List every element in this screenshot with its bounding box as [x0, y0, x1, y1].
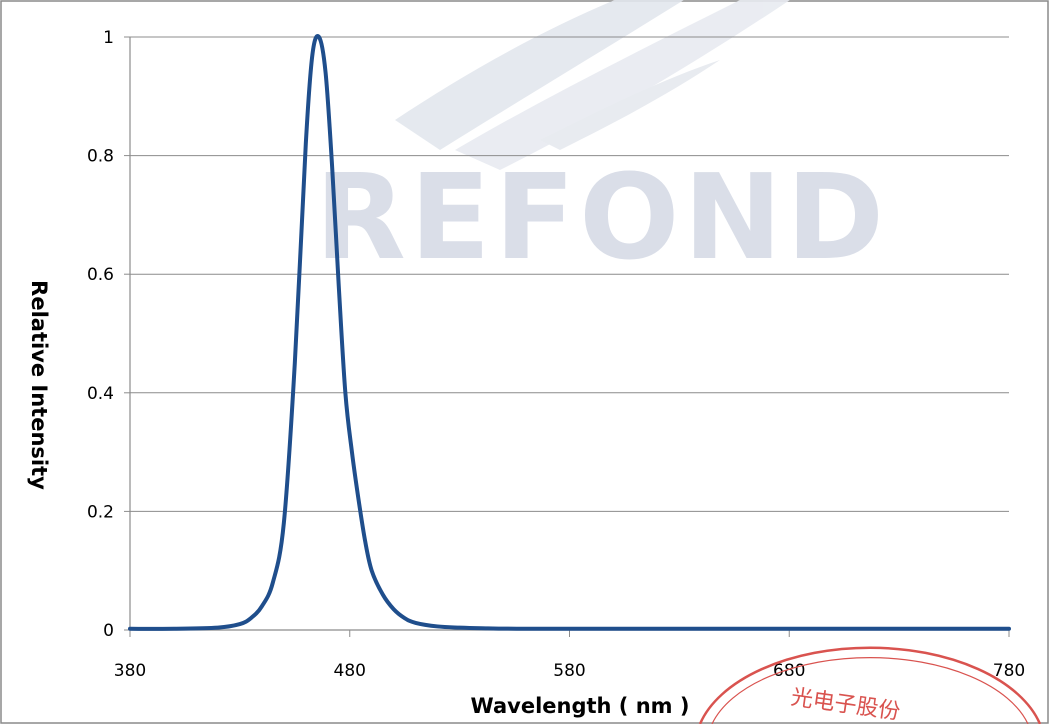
x-axis-title: Wavelength ( nm ) — [471, 694, 690, 718]
watermark: REFOND — [315, 0, 888, 286]
y-axis-title: Relative Intensity — [27, 280, 51, 490]
x-tick-label: 780 — [993, 661, 1025, 681]
y-tick-label: 0.6 — [87, 265, 114, 285]
spectrum-line — [128, 34, 1011, 631]
x-tick-label: 380 — [114, 661, 146, 681]
stamp-inner-ring — [711, 657, 1029, 724]
company-stamp: 光电子股份 — [698, 646, 1042, 724]
grid — [130, 36, 1009, 512]
y-tick-label: 0.8 — [87, 147, 114, 167]
x-tick-label: 480 — [334, 661, 366, 681]
stamp-text: 光电子股份 — [789, 685, 901, 724]
watermark-brand: REFOND — [315, 148, 888, 286]
series-group — [128, 34, 1011, 631]
y-tick-label: 1 — [103, 28, 114, 48]
x-tick-label: 680 — [773, 661, 805, 681]
y-tick-label: 0.4 — [87, 384, 114, 404]
watermark-swoosh — [455, 0, 790, 170]
watermark-swoosh — [540, 60, 720, 150]
tick-labels: 0 0.2 0.4 0.6 0.8 1 380 480 580 680 780 — [87, 28, 1025, 681]
stamp-ring — [698, 646, 1042, 724]
x-tick-label: 580 — [553, 661, 585, 681]
y-tick-label: 0 — [103, 621, 114, 641]
y-tick-label: 0.2 — [87, 502, 114, 522]
